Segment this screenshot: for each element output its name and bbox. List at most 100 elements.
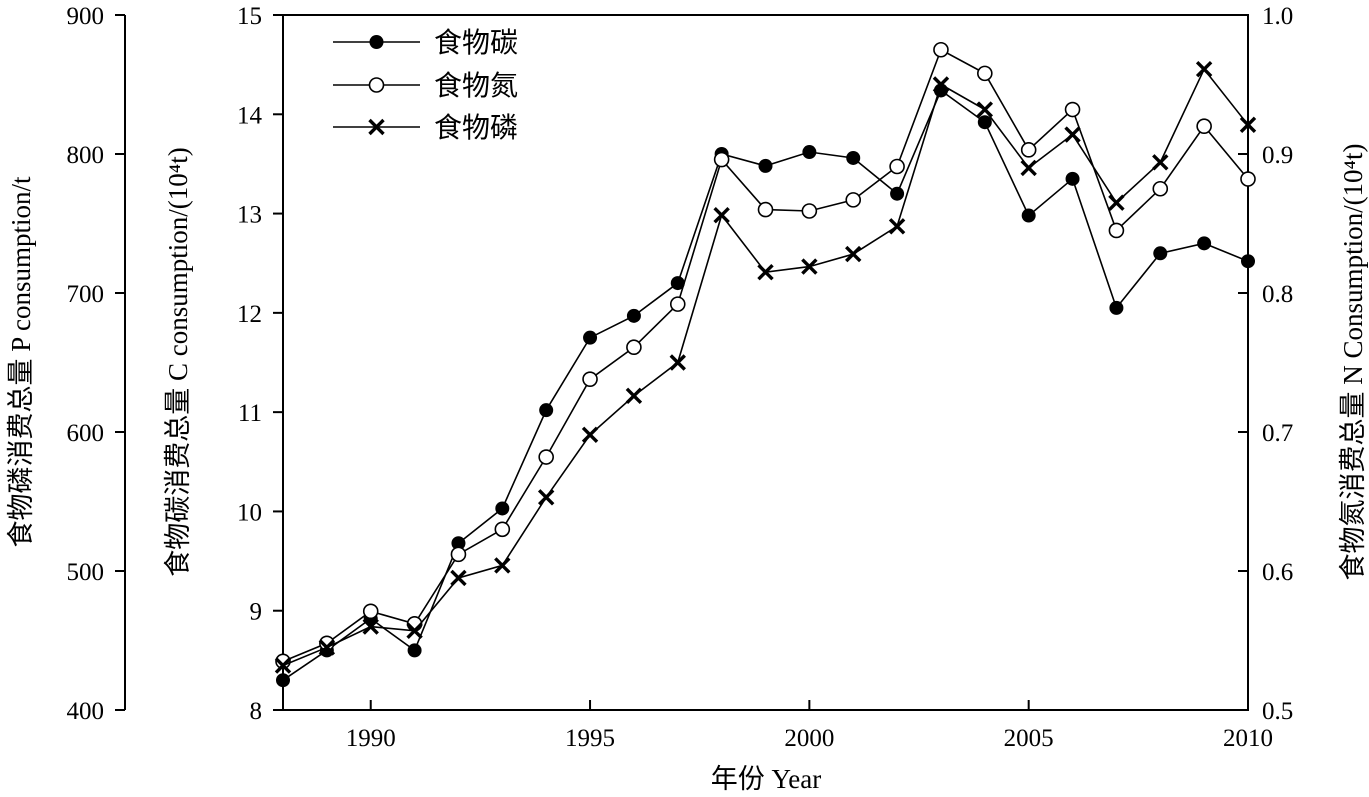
c-axis-tick-label: 14: [237, 102, 263, 129]
data-point-phosphorus: [757, 263, 774, 281]
data-point-phosphorus: [406, 622, 423, 639]
data-point-carbon: [1197, 236, 1212, 251]
n-axis-tick-label: 1.0: [1262, 3, 1293, 30]
data-point-nitrogen: [1064, 101, 1081, 118]
data-point-phosphorus: [976, 101, 994, 118]
data-point-nitrogen: [450, 546, 467, 563]
data-point-carbon: [1065, 171, 1080, 186]
data-point-nitrogen: [626, 339, 642, 356]
x-axis-tick-label: 2000: [784, 725, 834, 752]
n-axis-tick-label: 0.6: [1262, 559, 1293, 586]
c-axis-tick-label: 15: [237, 3, 262, 30]
data-point-phosphorus: [581, 426, 599, 443]
p-axis-ticks: 400 500 600 700 800 900: [67, 3, 125, 725]
series-line-phosphorus: [282, 67, 1249, 667]
n-axis-ticks: 0.5 0.6 0.7 0.8 0.9 1.0: [1238, 3, 1293, 725]
data-point-carbon: [407, 643, 422, 658]
data-point-phosphorus: [625, 387, 643, 405]
data-point-nitrogen: [1108, 222, 1125, 239]
data-point-nitrogen: [669, 296, 686, 312]
x-axis-tick-label: 1990: [346, 725, 396, 752]
data-point-phosphorus: [318, 639, 336, 656]
data-point-nitrogen: [1196, 118, 1212, 134]
data-point-carbon: [1021, 208, 1036, 223]
p-axis-tick-label: 600: [67, 420, 105, 447]
legend-marker-phosphorus: [368, 118, 385, 136]
n-axis-tick-label: 0.9: [1262, 142, 1293, 169]
data-point-nitrogen: [582, 371, 598, 387]
c-axis-tick-label: 12: [237, 301, 262, 328]
data-point-carbon: [626, 308, 641, 323]
p-axis-tick-label: 700: [67, 281, 105, 308]
legend-label-nitrogen: 食物氮: [434, 70, 518, 102]
p-axis-tick-label: 800: [67, 142, 105, 169]
data-point-carbon: [583, 330, 598, 345]
data-point-nitrogen: [494, 521, 511, 538]
series-line-nitrogen: [282, 48, 1249, 663]
legend-label-carbon: 食物碳: [434, 27, 518, 59]
data-point-nitrogen: [933, 41, 949, 58]
data-point-nitrogen: [977, 65, 993, 82]
data-point-carbon: [1109, 300, 1124, 315]
data-point-carbon: [539, 403, 554, 418]
data-point-nitrogen: [889, 158, 905, 175]
data-point-carbon: [758, 158, 773, 173]
x-axis-ticks: 1990 1995 2000 2005 2010: [346, 700, 1273, 752]
legend-item-carbon: 食物碳: [333, 27, 518, 59]
legend-label-phosphorus: 食物磷: [434, 112, 518, 144]
data-point-carbon: [977, 115, 992, 130]
data-point-nitrogen: [801, 203, 818, 219]
x-axis-tick-label: 1995: [565, 725, 615, 752]
data-point-nitrogen: [757, 201, 774, 218]
x-axis-tick-label: 2010: [1223, 725, 1273, 752]
data-point-carbon: [846, 150, 861, 165]
data-point-carbon: [670, 276, 685, 291]
c-axis-tick-label: 8: [250, 698, 263, 725]
legend-item-phosphorus: 食物磷: [333, 112, 518, 144]
data-point-phosphorus: [932, 76, 950, 93]
x-axis-label: 年份 Year: [711, 764, 822, 794]
data-point-nitrogen: [713, 151, 730, 168]
data-point-phosphorus: [450, 569, 467, 587]
p-axis-tick-label: 500: [67, 559, 105, 586]
c-axis-tick-label: 9: [250, 599, 263, 626]
data-point-nitrogen: [845, 192, 862, 208]
data-point-phosphorus: [362, 618, 379, 635]
p-axis-label: 食物磷消费总量 P consumption/t: [6, 176, 36, 548]
data-point-phosphorus: [1239, 116, 1257, 134]
series-layer: [274, 41, 1257, 688]
data-point-carbon: [276, 673, 290, 688]
plot-frame: [282, 14, 1249, 711]
legend-marker-carbon: [369, 35, 384, 49]
series-line-carbon: [282, 89, 1249, 681]
x-axis-tick-label: 2005: [1004, 725, 1054, 752]
data-point-phosphorus: [888, 218, 906, 235]
data-point-phosphorus: [845, 245, 862, 263]
n-axis-label: 食物氮消费总量 N Consumption/(10⁴t): [1338, 144, 1368, 581]
data-point-phosphorus: [1152, 154, 1169, 171]
data-point-nitrogen: [362, 603, 379, 620]
data-point-phosphorus: [1020, 159, 1037, 177]
data-point-phosphorus: [801, 258, 818, 275]
c-axis-ticks: 8 9 10 11 12 13 14 15: [237, 3, 283, 725]
data-point-nitrogen: [538, 449, 554, 465]
legend-item-nitrogen: 食物氮: [333, 70, 518, 102]
data-point-phosphorus: [1064, 126, 1081, 143]
c-axis-tick-label: 13: [237, 202, 262, 229]
data-point-phosphorus: [537, 489, 555, 506]
data-point-carbon: [802, 145, 817, 160]
legend-marker-nitrogen: [368, 77, 385, 93]
c-axis-label: 食物碳消费总量 C consumption/(10⁴t): [163, 147, 193, 576]
c-axis-tick-label: 10: [237, 499, 262, 526]
data-point-phosphorus: [713, 206, 730, 224]
data-point-phosphorus: [669, 354, 686, 371]
n-axis-tick-label: 0.8: [1262, 281, 1293, 308]
data-point-carbon: [1241, 254, 1255, 269]
p-axis-tick-label: 900: [67, 3, 105, 30]
p-axis-tick-label: 400: [67, 698, 105, 725]
data-point-nitrogen: [1020, 142, 1037, 158]
data-point-nitrogen: [1240, 171, 1256, 187]
data-point-carbon: [495, 501, 510, 516]
n-axis-tick-label: 0.7: [1262, 420, 1293, 447]
